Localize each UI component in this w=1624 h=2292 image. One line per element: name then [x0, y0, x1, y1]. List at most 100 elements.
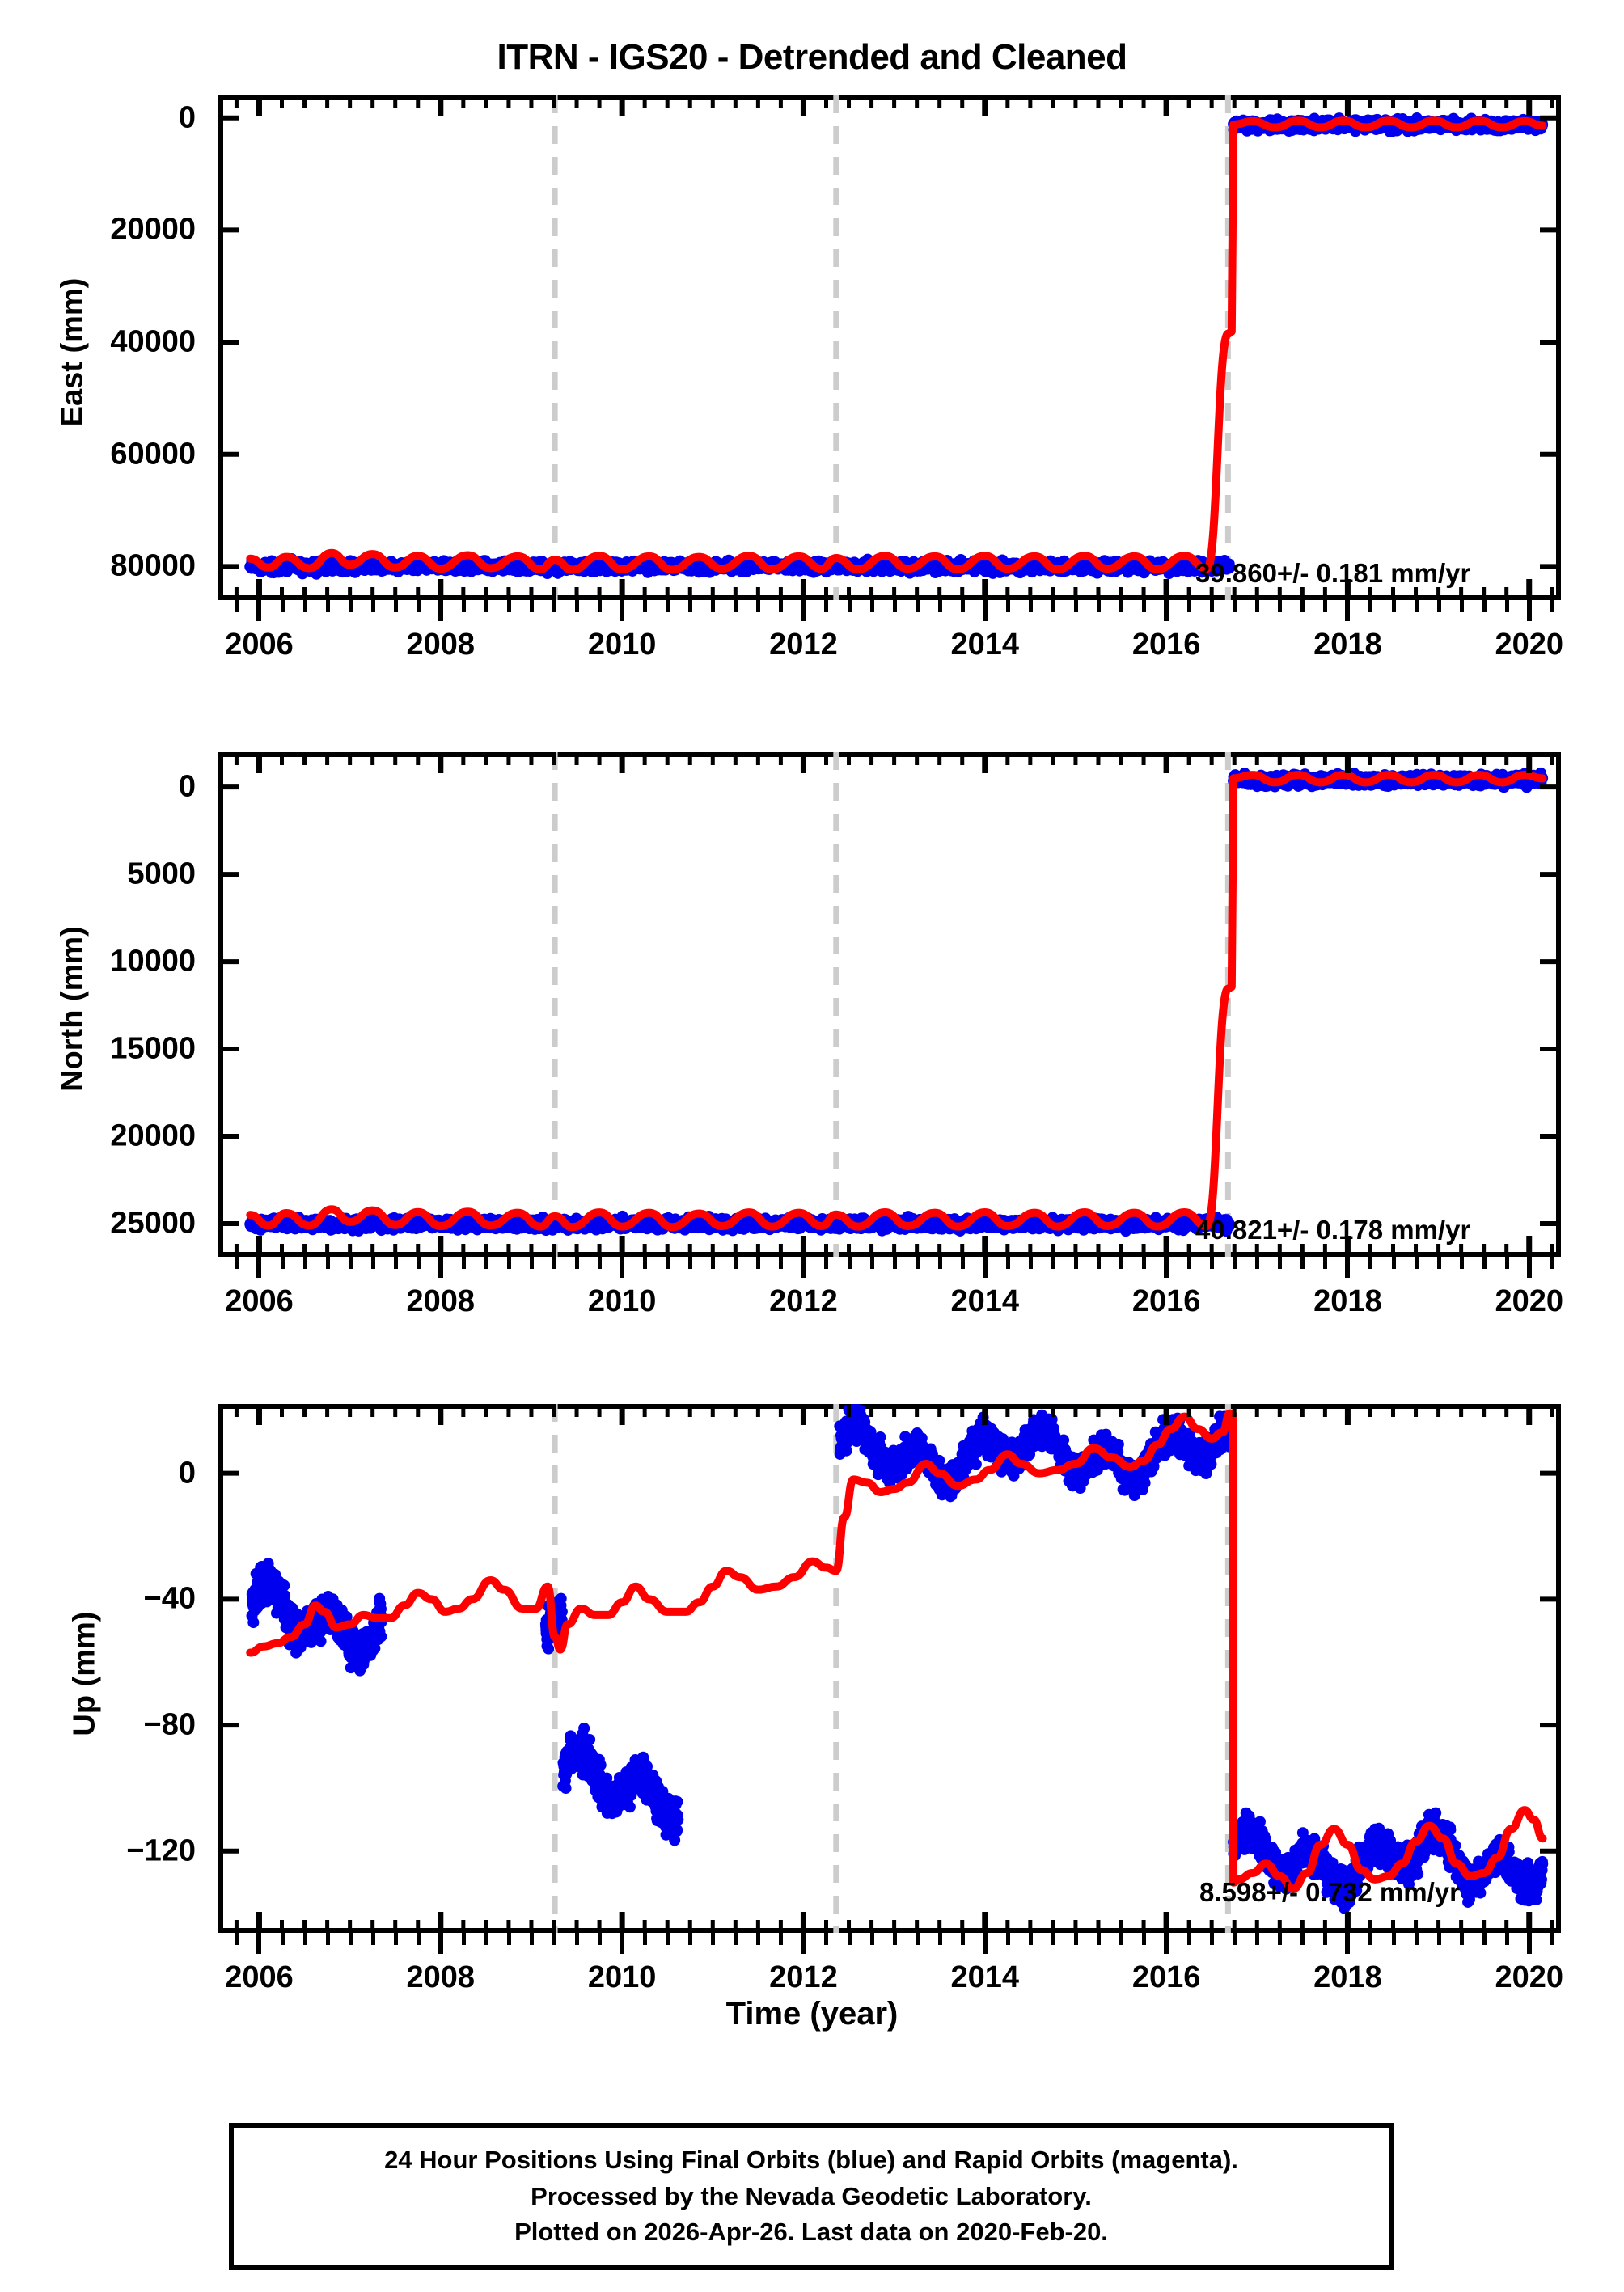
x-axis-outer-minor-tick — [1278, 600, 1283, 612]
x-axis-outer-minor-tick — [1550, 1257, 1554, 1269]
x-axis-outer-minor-tick — [666, 1257, 670, 1269]
data-scatter-final-orbits — [246, 1404, 1549, 1914]
x-tick-label: 2006 — [225, 1284, 294, 1318]
x-axis-outer-minor-tick — [688, 1257, 693, 1269]
y-tick-label: 5000 — [127, 856, 196, 891]
figure-title: ITRN - IGS20 - Detrended and Cleaned — [497, 37, 1127, 77]
x-axis-outer-minor-tick — [620, 1257, 625, 1269]
x-axis-outer-minor-tick — [598, 1933, 603, 1945]
x-axis-outer-minor-tick — [688, 1933, 693, 1945]
x-axis-outer-minor-tick — [1436, 1257, 1441, 1269]
x-axis-outer-minor-tick — [416, 600, 421, 612]
x-axis-outer-minor-tick — [1459, 1933, 1464, 1945]
x-axis-outer-minor-tick — [1028, 600, 1033, 612]
x-axis-outer-minor-tick — [937, 1257, 942, 1269]
x-axis-outer-minor-tick — [325, 1933, 330, 1945]
x-axis-outer-minor-tick — [1142, 600, 1147, 612]
x-axis-outer-minor-tick — [847, 600, 852, 612]
x-tick-label: 2014 — [950, 1960, 1020, 1994]
x-axis-outer-minor-tick — [1368, 1257, 1373, 1269]
x-axis-outer-minor-tick — [235, 1933, 239, 1945]
x-axis-outer-minor-tick — [1210, 1933, 1215, 1945]
x-axis-outer-minor-tick — [756, 1257, 761, 1269]
x-axis-outer-minor-tick — [302, 1257, 307, 1269]
x-axis-outer-minor-tick — [892, 1933, 897, 1945]
x-axis-outer-minor-tick — [1527, 600, 1532, 612]
panel-up — [218, 1404, 1561, 1933]
x-axis-outer-minor-tick — [1096, 600, 1101, 612]
x-axis-outer-minor-tick — [1482, 1933, 1487, 1945]
x-axis-outer-minor-tick — [1346, 600, 1351, 612]
x-tick-label: 2020 — [1495, 628, 1564, 662]
x-axis-outer-minor-tick — [1005, 1933, 1010, 1945]
x-axis-outer-minor-tick — [666, 1933, 670, 1945]
x-axis-outer-minor-tick — [892, 600, 897, 612]
x-axis-outer-minor-tick — [620, 600, 625, 612]
x-axis-outer-minor-tick — [643, 600, 648, 612]
x-axis-outer-minor-tick — [937, 1933, 942, 1945]
y-tick-label: −80 — [143, 1707, 196, 1742]
x-axis-outer-minor-tick — [824, 1933, 829, 1945]
x-axis-outer-minor-tick — [915, 1257, 920, 1269]
y-tick-label: 20000 — [110, 1119, 196, 1153]
x-axis-outer-minor-tick — [869, 600, 874, 612]
x-axis-outer-minor-tick — [779, 1257, 784, 1269]
x-axis-outer-minor-tick — [1550, 600, 1554, 612]
y-tick-label: 40000 — [110, 324, 196, 359]
x-axis-outer-minor-tick — [1459, 600, 1464, 612]
x-axis-outer-minor-tick — [711, 1933, 716, 1945]
x-tick-label: 2016 — [1131, 1284, 1201, 1318]
x-axis-outer-minor-tick — [1119, 600, 1123, 612]
x-axis-outer-minor-tick — [1233, 1933, 1237, 1945]
x-axis-outer-minor-tick — [1482, 1257, 1487, 1269]
x-axis-title: Time (year) — [725, 1996, 899, 2032]
x-axis-outer-minor-tick — [302, 1933, 307, 1945]
x-axis-outer-minor-tick — [1210, 600, 1215, 612]
x-axis-outer-minor-tick — [302, 600, 307, 612]
x-axis-outer-minor-tick — [280, 600, 285, 612]
panel-north-rate-annotation: 40.821+/- 0.178 mm/yr — [1195, 1215, 1471, 1245]
y-tick-label: 10000 — [110, 944, 196, 979]
x-axis-outer-minor-tick — [1005, 1257, 1010, 1269]
x-axis-outer-minor-tick — [1300, 1933, 1305, 1945]
panel-east-plot — [218, 95, 1561, 600]
panel-north-plot — [218, 752, 1561, 1257]
x-axis-outer-minor-tick — [1346, 1933, 1351, 1945]
x-tick-label: 2016 — [1131, 1960, 1201, 1994]
x-axis-outer-minor-tick — [257, 1257, 262, 1269]
x-axis-outer-minor-tick — [1073, 1933, 1078, 1945]
x-axis-outer-minor-tick — [824, 1257, 829, 1269]
x-axis-outer-minor-tick — [1142, 1933, 1147, 1945]
x-axis-outer-minor-tick — [801, 1257, 806, 1269]
x-axis-outer-minor-tick — [552, 1933, 556, 1945]
x-tick-label: 2020 — [1495, 1960, 1564, 1994]
x-tick-label: 2008 — [406, 628, 476, 662]
x-axis-outer-minor-tick — [1504, 600, 1509, 612]
x-axis-outer-minor-tick — [393, 600, 398, 612]
x-axis-outer-minor-tick — [1073, 1257, 1078, 1269]
x-axis-outer-minor-tick — [575, 1933, 580, 1945]
x-axis-outer-minor-tick — [643, 1257, 648, 1269]
x-axis-outer-minor-tick — [1051, 600, 1055, 612]
x-axis-outer-minor-tick — [666, 600, 670, 612]
x-axis-outer-minor-tick — [1527, 1933, 1532, 1945]
model-trend-line — [246, 1409, 1547, 1893]
y-tick-label: 80000 — [110, 548, 196, 583]
x-axis-outer-minor-tick — [1368, 600, 1373, 612]
x-tick-label: 2018 — [1313, 628, 1382, 662]
x-axis-outer-minor-tick — [416, 1933, 421, 1945]
x-axis-outer-minor-tick — [438, 600, 443, 612]
x-axis-outer-minor-tick — [1391, 600, 1396, 612]
x-axis-outer-minor-tick — [869, 1257, 874, 1269]
panel-north-frame — [218, 752, 1561, 1257]
x-axis-outer-minor-tick — [892, 1257, 897, 1269]
x-axis-outer-minor-tick — [506, 1257, 511, 1269]
x-axis-outer-minor-tick — [552, 1257, 556, 1269]
x-axis-outer-minor-tick — [1096, 1257, 1101, 1269]
x-axis-outer-minor-tick — [1005, 600, 1010, 612]
panel-north-ylabel: North (mm) — [55, 926, 90, 1092]
x-axis-outer-minor-tick — [1482, 600, 1487, 612]
x-axis-outer-minor-tick — [1504, 1933, 1509, 1945]
x-axis-outer-minor-tick — [960, 600, 965, 612]
x-axis-outer-minor-tick — [1255, 600, 1260, 612]
